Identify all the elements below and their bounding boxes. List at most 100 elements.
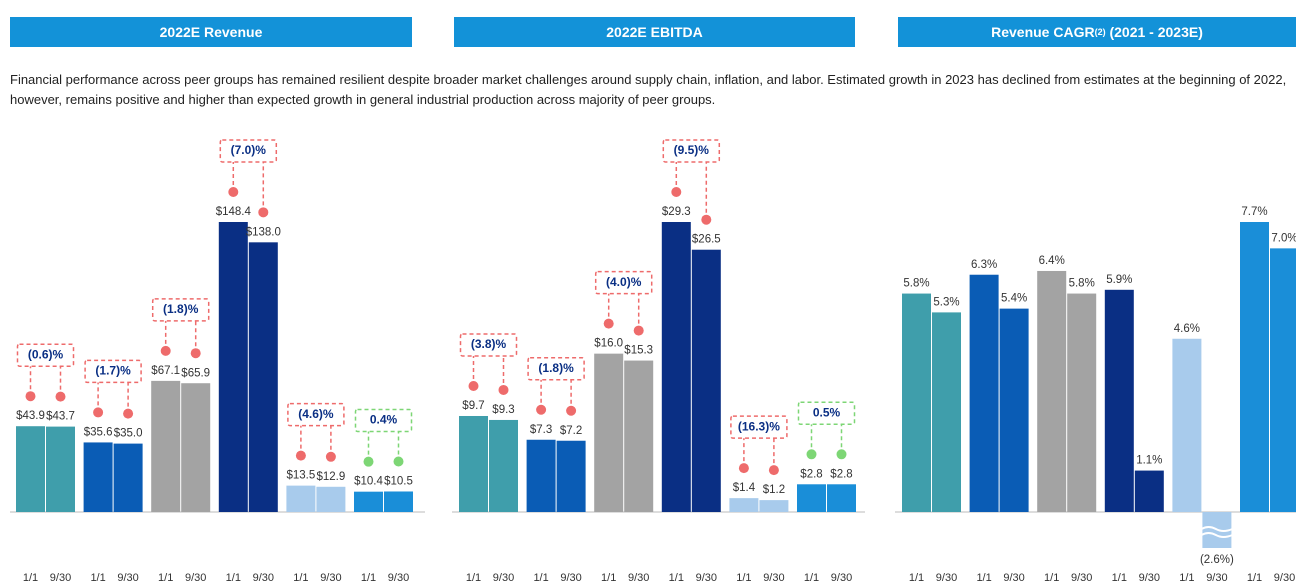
change-label: (4.0)% (606, 275, 642, 289)
x-tick-label: 1/1 (90, 572, 105, 584)
change-label: (9.5)% (674, 143, 710, 157)
x-tick-label: 9/30 (1206, 572, 1227, 584)
bar (181, 383, 211, 512)
change-dot (806, 449, 817, 460)
change-dot (536, 404, 547, 415)
bar (556, 440, 586, 512)
bar (83, 442, 113, 512)
intro-text: Financial performance across peer groups… (10, 72, 1287, 107)
bar (489, 419, 518, 512)
change-label: 0.5% (813, 405, 841, 419)
change-box (730, 415, 788, 439)
value-label: $16.0 (594, 338, 623, 350)
bar (594, 353, 624, 512)
value-label: 6.3% (971, 259, 997, 271)
value-label: $12.9 (317, 471, 346, 483)
panel-header: Revenue CAGR (2) (2021 - 2023E) (898, 17, 1296, 47)
value-label: $9.7 (462, 400, 484, 412)
x-tick-label: 1/1 (293, 572, 308, 584)
axis-break (1200, 526, 1233, 532)
x-tick-label: 9/30 (253, 572, 274, 584)
value-label: 5.8% (1069, 278, 1095, 290)
bar (46, 426, 75, 512)
x-tick-label: 9/30 (1071, 572, 1092, 584)
header-text: Revenue CAGR (991, 24, 1095, 40)
x-tick-label: 9/30 (1274, 572, 1295, 584)
bar (759, 500, 789, 512)
header-text: (2021 - 2023E) (1105, 24, 1203, 40)
value-label: $35.0 (114, 428, 143, 440)
value-label: $2.8 (800, 468, 822, 480)
bar (999, 308, 1029, 512)
bar (526, 439, 556, 512)
bar (1172, 338, 1202, 512)
bar (1037, 270, 1067, 512)
value-label: 5.4% (1001, 293, 1027, 305)
x-tick-label: 1/1 (1044, 572, 1059, 584)
x-tick-label: 1/1 (466, 572, 481, 584)
value-label: $29.3 (662, 206, 691, 218)
x-tick-label: 1/1 (23, 572, 38, 584)
change-dot (190, 348, 201, 359)
bar (969, 274, 999, 512)
x-tick-label: 1/1 (601, 572, 616, 584)
change-dot (55, 391, 66, 402)
panel-header: 2022E Revenue (10, 17, 412, 47)
x-tick-label: 9/30 (493, 572, 514, 584)
change-box (16, 343, 75, 367)
x-tick-label: 1/1 (158, 572, 173, 584)
change-box (459, 333, 518, 357)
value-label: $43.7 (46, 411, 75, 423)
bar (1134, 470, 1164, 512)
x-tick-label: 1/1 (1112, 572, 1127, 584)
change-dot (393, 456, 404, 467)
value-label: 7.0% (1271, 232, 1296, 244)
bar (729, 498, 759, 512)
bar (624, 360, 654, 512)
x-tick-label: 9/30 (936, 572, 957, 584)
bar (316, 486, 346, 512)
x-tick-label: 9/30 (628, 572, 649, 584)
bar (248, 242, 278, 512)
value-label: $10.5 (384, 476, 413, 488)
change-label: (1.7)% (95, 364, 131, 378)
change-dot (836, 449, 847, 460)
value-label: 4.6% (1174, 323, 1200, 335)
x-tick-label: 1/1 (1247, 572, 1262, 584)
x-tick-label: 9/30 (831, 572, 852, 584)
value-label: $10.4 (354, 476, 383, 488)
axis-break (1200, 532, 1233, 538)
change-dot (363, 456, 374, 467)
change-dot (160, 345, 171, 356)
change-label: (1.8)% (163, 302, 199, 316)
x-tick-label: 1/1 (361, 572, 376, 584)
change-dot (738, 463, 749, 474)
change-box (662, 139, 721, 163)
change-dot (25, 391, 36, 402)
change-box (354, 408, 413, 433)
bar (691, 249, 721, 512)
change-dot (325, 451, 336, 462)
value-label: $2.8 (830, 468, 852, 480)
change-dot (468, 380, 479, 391)
change-label: (16.3)% (738, 419, 780, 433)
change-box (594, 270, 653, 295)
x-tick-label: 9/30 (763, 572, 784, 584)
bar (1270, 248, 1296, 512)
value-label: 5.9% (1106, 274, 1132, 286)
change-dot (258, 207, 269, 218)
x-tick-label: 9/30 (696, 572, 717, 584)
bar (1240, 222, 1269, 512)
x-tick-label: 9/30 (117, 572, 138, 584)
bar (384, 491, 413, 512)
change-dot (566, 405, 577, 416)
bar (354, 491, 383, 512)
change-dot (768, 465, 779, 476)
x-tick-label: 1/1 (1179, 572, 1194, 584)
change-label: (1.8)% (538, 361, 574, 375)
change-box (797, 401, 856, 426)
value-label: 5.8% (903, 278, 929, 290)
x-tick-label: 9/30 (388, 572, 409, 584)
